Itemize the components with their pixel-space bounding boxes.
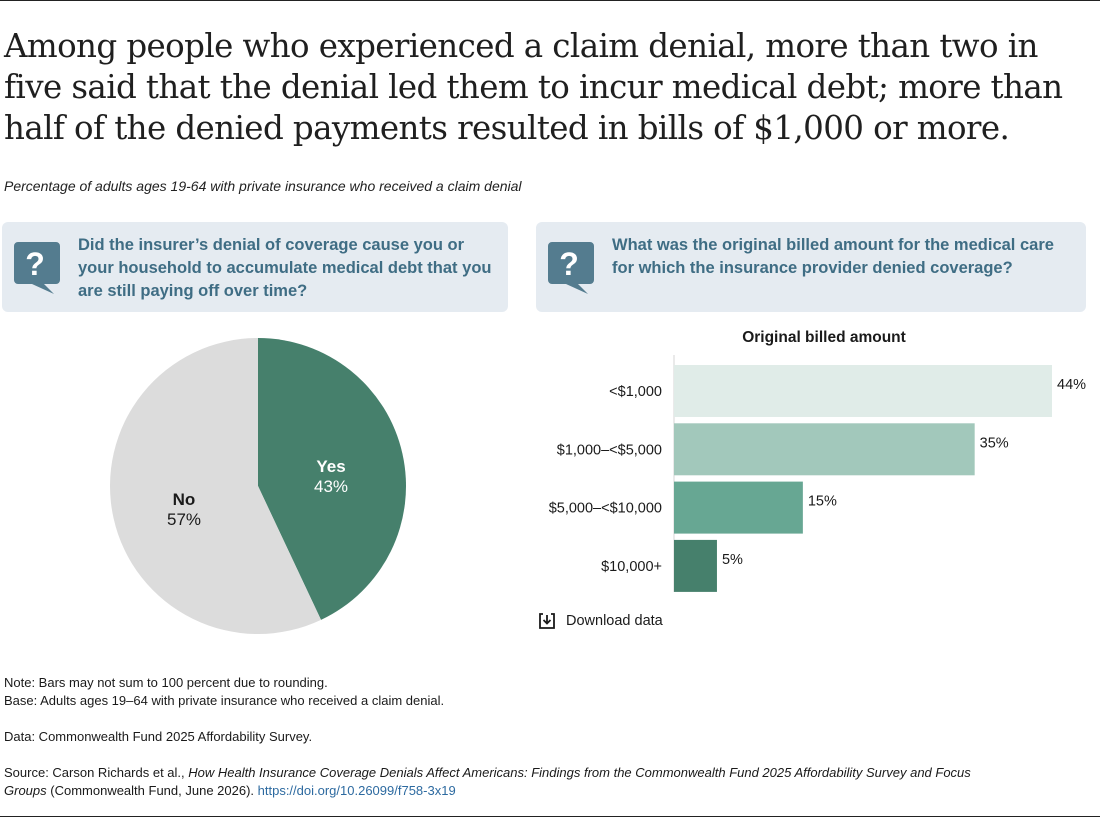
bar-category-label: <$1,000: [609, 384, 662, 400]
source-link[interactable]: https://doi.org/10.26099/f758-3x19: [257, 783, 456, 798]
pie-label-yes-value: 43%: [313, 477, 349, 496]
left-question-box: ? Did the insurer’s denial of coverage c…: [2, 222, 508, 312]
question-icon: ?: [548, 242, 594, 294]
source-prefix: Source: Carson Richards et al.,: [4, 765, 189, 780]
bar-2: [674, 481, 803, 534]
bar-value-label: 15%: [808, 494, 837, 510]
bar-value-label: 5%: [722, 552, 743, 568]
bar-value-label: 35%: [980, 435, 1009, 451]
left-question-text: Did the insurer’s denial of coverage cau…: [78, 236, 492, 300]
note-text: Note: Bars may not sum to 100 percent du…: [4, 675, 328, 690]
top-rule: [0, 0, 1100, 1]
bar-category-label: $5,000–<$10,000: [549, 501, 662, 517]
source-suffix: (Commonwealth Fund, June 2026).: [46, 783, 258, 798]
download-icon: [539, 613, 555, 629]
pie-slice-no: [110, 338, 322, 634]
bottom-rule: [0, 816, 1100, 817]
pie-chart: [110, 338, 406, 634]
pie-label-yes-name: Yes: [316, 457, 346, 476]
bar-0: [674, 365, 1052, 417]
page-title: Among people who experienced a claim den…: [4, 27, 1063, 147]
right-question-text: What was the original billed amount for …: [612, 236, 1054, 277]
bar-category-label: $10,000+: [601, 559, 662, 575]
right-question-box: ? What was the original billed amount fo…: [536, 222, 1086, 312]
bar-chart-title: Original billed amount: [742, 329, 906, 346]
source-text: Source: Carson Richards et al., How Heal…: [4, 764, 1004, 800]
svg-text:?: ?: [559, 246, 579, 282]
base-text: Base: Adults ages 19–64 with private ins…: [4, 693, 445, 708]
question-icon: ?: [14, 242, 60, 294]
bar-category-label: $1,000–<$5,000: [557, 442, 662, 458]
pie-label-yes: Yes 43%: [283, 457, 379, 497]
bar-value-label: 44%: [1057, 377, 1086, 393]
pie-label-no-value: 57%: [166, 510, 202, 529]
bar-1: [674, 423, 975, 476]
download-label: Download data: [566, 613, 663, 629]
source-title: How Health Insurance Coverage Denials Af…: [4, 765, 971, 798]
bar-3: [674, 539, 717, 592]
notes: Note: Bars may not sum to 100 percent du…: [4, 674, 1004, 800]
download-data-button[interactable]: Download data: [538, 612, 663, 630]
pie-label-no-name: No: [172, 490, 196, 509]
svg-text:?: ?: [25, 246, 45, 282]
pie-label-no: No 57%: [136, 490, 232, 530]
bar-chart: <$1,000 44% $1,000–<$5,000 35% $5,000–<$10,0…: [549, 355, 1086, 592]
data-text: Data: Commonwealth Fund 2025 Affordabili…: [4, 729, 313, 744]
chart-subtitle: Percentage of adults ages 19-64 with pri…: [4, 178, 522, 194]
pie-slice-yes: [258, 338, 406, 620]
